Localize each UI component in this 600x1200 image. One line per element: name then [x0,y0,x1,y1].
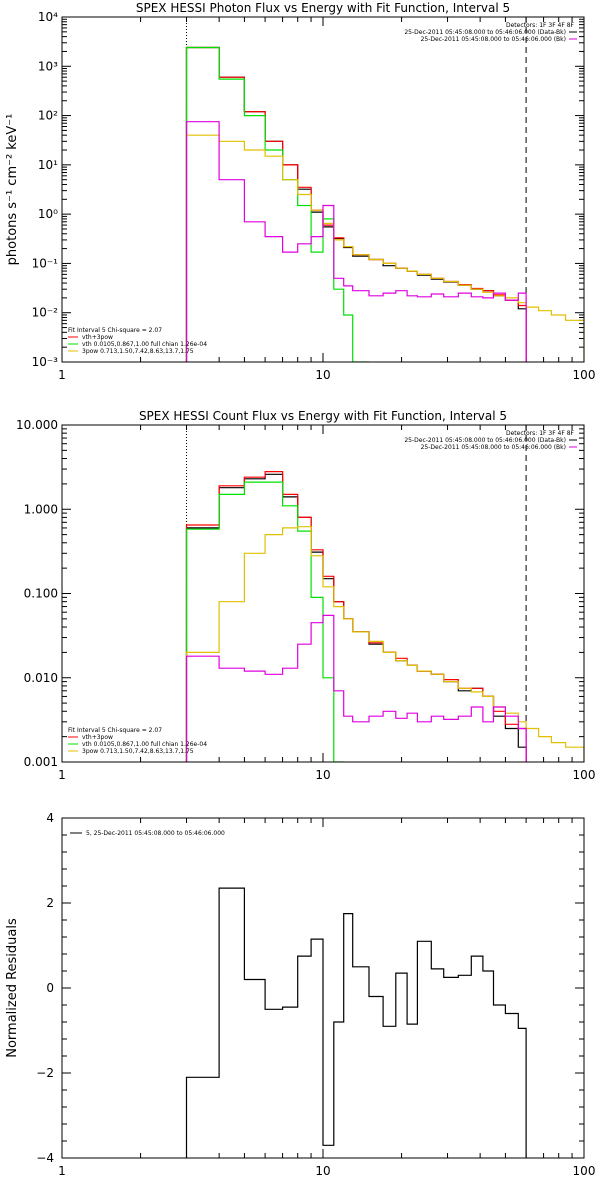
series-group [185,887,527,1158]
series-group [185,46,584,362]
fit-legend-text: 3pow 0.713,1.50,7.42,8.63,13.7,1.75 [82,748,194,755]
y-axis-label: photons s⁻¹ cm⁻² keV⁻¹ [5,114,20,266]
y-tick-label: 10.000 [16,418,58,432]
y-tick-label: −2 [36,1066,54,1080]
chart-panel-2: SPEX HESSI Count Flux vs Energy with Fit… [16,409,595,782]
legend-header: Detectors: 1F 3F 4F 8F [506,22,575,29]
series-line-4 [185,526,584,762]
fit-legend-header: Fit Interval 5 Chi-square = 2.07 [68,727,162,734]
chart-panel-3: Normalized Residuals 1 10 100 −4 −2 0 2 4 5, 25-D… [5,811,595,1178]
plot-frame [61,16,585,363]
y-tick-label: 0.010 [24,671,58,685]
y-axis-label: Normalized Residuals [5,918,20,1058]
x-tick-label: 100 [573,368,596,382]
x-tick-label: 100 [573,1164,596,1178]
y-tick-label: 0 [46,981,54,995]
chart-title: SPEX HESSI Photon Flux vs Energy with Fi… [136,1,510,15]
legend-entry-text: 25-Dec-2011 05:45:08.000 to 05:46:06.000… [404,437,566,444]
y-tick-label: 10³ [38,59,58,73]
fit-legend-text: vth 0.0105,0.867,1.00 full chian 1.26e-0… [82,741,207,748]
fit-legend-text: vth+3pow [82,734,113,741]
legend-entry-text: 25-Dec-2011 05:45:08.000 to 05:46:06.000… [421,444,566,451]
y-tick-label: 0.100 [24,587,58,601]
fit-legend-header: Fit Interval 5 Chi-square = 2.07 [68,327,162,334]
series-line-2 [185,471,527,762]
chart-panel-1: SPEX HESSI Photon Flux vs Energy with Fi… [5,1,595,382]
series-line-1 [185,46,527,362]
series-group [185,471,584,762]
series-line-1 [185,473,527,762]
y-tick-label: 10⁴ [38,10,58,24]
legend: 5, 25-Dec-2011 05:45:08.000 to 05:46:06.… [70,830,225,837]
fit-legend: Fit Interval 5 Chi-square = 2.07vth+3pow… [68,327,207,355]
plot-frame [61,817,585,1159]
series-line-3 [185,46,369,362]
fit-legend-text: vth 0.0105,0.867,1.00 full chian 1.26e-0… [82,341,207,348]
series-line-1 [185,887,527,1158]
fit-legend-text: 3pow 0.713,1.50,7.42,8.63,13.7,1.75 [82,348,194,355]
chart-title: SPEX HESSI Count Flux vs Energy with Fit… [139,409,507,423]
y-ticks [62,16,584,363]
y-tick-label: 10¹ [38,158,58,172]
legend-header: Detectors: 1F 3F 4F 8F [506,430,575,437]
x-tick-label: 1 [58,768,66,782]
legend-entry-text: 25-Dec-2011 05:45:08.000 to 05:46:06.000… [404,29,566,36]
y-tick-label: 10⁻¹ [32,256,59,270]
x-tick-label: 10 [315,368,330,382]
x-tick-label: 1 [58,368,66,382]
fit-legend: Fit Interval 5 Chi-square = 2.07vth+3pow… [68,727,207,755]
y-tick-label: 0.001 [24,755,58,769]
series-line-5 [185,614,527,762]
fit-legend-text: vth+3pow [82,334,113,341]
y-tick-label: 10⁻² [32,306,59,320]
y-tick-label: 10² [38,109,58,123]
y-tick-label: 4 [46,811,54,825]
x-tick-label: 100 [573,768,596,782]
series-line-5 [185,121,527,362]
x-tick-label: 10 [315,1164,330,1178]
x-tick-label: 1 [58,1164,66,1178]
y-tick-label: 1.000 [24,502,58,516]
plot-frame [61,424,585,763]
series-line-2 [185,46,527,362]
y-tick-label: 2 [46,896,54,910]
series-line-3 [185,481,344,762]
y-tick-label: 10⁻³ [32,355,59,369]
legend-entry-text: 25-Dec-2011 05:45:08.000 to 05:46:06.000… [421,36,566,43]
series-line-4 [185,134,584,362]
x-tick-label: 10 [315,768,330,782]
y-tick-label: −4 [36,1151,54,1165]
legend-entry-text: 5, 25-Dec-2011 05:45:08.000 to 05:46:06.… [86,830,225,837]
y-ticks [62,424,584,763]
x-ticks [61,17,585,362]
y-tick-label: 10⁰ [38,207,58,221]
